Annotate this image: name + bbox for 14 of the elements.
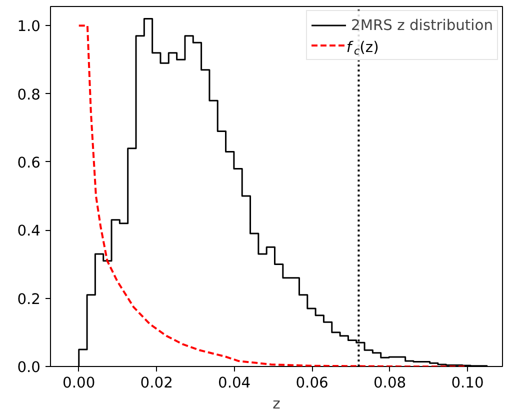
x-tick-label: 0.06 xyxy=(296,374,328,392)
legend-label: 2MRS z distribution xyxy=(351,16,493,34)
x-tick-label: 0.02 xyxy=(140,374,173,392)
y-tick-label: 0.0 xyxy=(17,359,41,376)
x-tick-label: 0.08 xyxy=(373,374,406,392)
x-axis-title: z xyxy=(272,396,281,412)
y-tick-label: 0.8 xyxy=(17,86,41,104)
x-tick-label: 0.00 xyxy=(62,374,96,392)
x-tick-label: 0.10 xyxy=(451,374,484,392)
x-tick-label: 0.04 xyxy=(218,374,251,392)
y-tick-label: 1.0 xyxy=(17,18,41,36)
y-tick-label: 0.6 xyxy=(17,154,41,172)
y-tick-label: 0.4 xyxy=(17,222,41,240)
y-tick-label: 0.2 xyxy=(17,290,41,308)
